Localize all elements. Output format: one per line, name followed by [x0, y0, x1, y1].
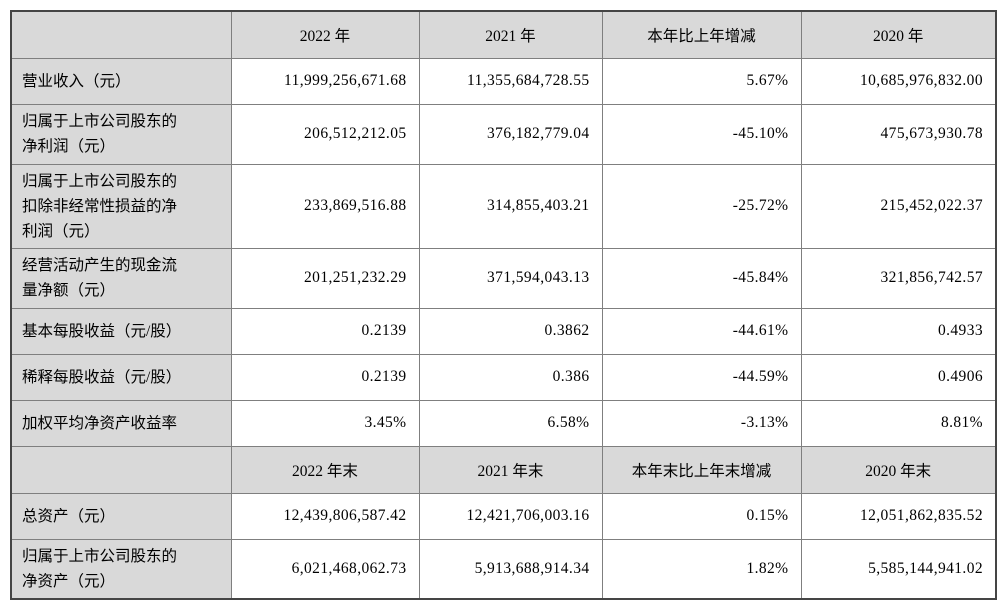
- value-cell: 321,856,742.57: [800, 247, 997, 309]
- row-label-cell: 加权平均净资产收益率: [10, 399, 232, 447]
- column-header-cell: 2022 年: [230, 10, 420, 59]
- value-cell: 11,999,256,671.68: [230, 57, 420, 105]
- row-label-cell: 总资产（元）: [10, 492, 232, 540]
- value-cell: 0.2139: [230, 307, 420, 355]
- column-header-cell: 2022 年末: [230, 445, 420, 494]
- column-header-cell: 本年比上年增减: [601, 10, 802, 59]
- value-cell: 12,439,806,587.42: [230, 492, 420, 540]
- table-row: 归属于上市公司股东的 扣除非经常性损益的净 利润（元） 233,869,516.8…: [10, 163, 997, 249]
- value-cell: 5.67%: [601, 57, 802, 105]
- value-cell: 0.4906: [800, 353, 997, 401]
- value-cell: 1.82%: [601, 538, 802, 600]
- table-row: 稀释每股收益（元/股） 0.2139 0.386 -44.59% 0.4906: [10, 353, 997, 401]
- financial-summary-body: 2022 年 2021 年本年比上年增减 2020 年营业收入（元） 11,999,2…: [10, 10, 997, 600]
- column-header-cell: 本年末比上年末增减: [601, 445, 802, 494]
- value-cell: 314,855,403.21: [418, 163, 603, 249]
- value-cell: 0.15%: [601, 492, 802, 540]
- value-cell: 376,182,779.04: [418, 103, 603, 165]
- value-cell: 215,452,022.37: [800, 163, 997, 249]
- table-row: 加权平均净资产收益率 3.45% 6.58% -3.13% 8.81%: [10, 399, 997, 447]
- table-row: 归属于上市公司股东的 净利润（元） 206,512,212.05 376,182,7…: [10, 103, 997, 165]
- value-cell: 12,051,862,835.52: [800, 492, 997, 540]
- row-label-cell: 归属于上市公司股东的 净资产（元）: [10, 538, 232, 600]
- value-cell: 6,021,468,062.73: [230, 538, 420, 600]
- table-row: 经营活动产生的现金流 量净额（元） 201,251,232.29 371,594,0…: [10, 247, 997, 309]
- value-cell: 12,421,706,003.16: [418, 492, 603, 540]
- value-cell: -25.72%: [601, 163, 802, 249]
- column-header-cell: 2021 年: [418, 10, 603, 59]
- value-cell: -3.13%: [601, 399, 802, 447]
- table-row: 总资产（元） 12,439,806,587.42 12,421,706,003.16…: [10, 492, 997, 540]
- row-label-cell: 归属于上市公司股东的 净利润（元）: [10, 103, 232, 165]
- value-cell: 371,594,043.13: [418, 247, 603, 309]
- corner-cell: [10, 10, 232, 59]
- row-label-cell: 经营活动产生的现金流 量净额（元）: [10, 247, 232, 309]
- value-cell: 0.386: [418, 353, 603, 401]
- value-cell: 475,673,930.78: [800, 103, 997, 165]
- column-header-cell: 2020 年: [800, 10, 997, 59]
- table-row: 归属于上市公司股东的 净资产（元） 6,021,468,062.73 5,913,6…: [10, 538, 997, 600]
- value-cell: -45.84%: [601, 247, 802, 309]
- row-label-cell: 归属于上市公司股东的 扣除非经常性损益的净 利润（元）: [10, 163, 232, 249]
- value-cell: 201,251,232.29: [230, 247, 420, 309]
- value-cell: 3.45%: [230, 399, 420, 447]
- value-cell: 0.2139: [230, 353, 420, 401]
- row-label-cell: 稀释每股收益（元/股）: [10, 353, 232, 401]
- value-cell: 206,512,212.05: [230, 103, 420, 165]
- section-header-row: 2022 年 2021 年本年比上年增减 2020 年: [10, 10, 997, 59]
- value-cell: 233,869,516.88: [230, 163, 420, 249]
- value-cell: 10,685,976,832.00: [800, 57, 997, 105]
- value-cell: 5,585,144,941.02: [800, 538, 997, 600]
- value-cell: 5,913,688,914.34: [418, 538, 603, 600]
- table-row: 营业收入（元） 11,999,256,671.68 11,355,684,728.5…: [10, 57, 997, 105]
- row-label-cell: 营业收入（元）: [10, 57, 232, 105]
- table-row: 基本每股收益（元/股） 0.2139 0.3862 -44.61% 0.4933: [10, 307, 997, 355]
- value-cell: 8.81%: [800, 399, 997, 447]
- value-cell: 11,355,684,728.55: [418, 57, 603, 105]
- section-header-row: 2022 年末 2021 年末 本年末比上年末增减 2020 年末: [10, 445, 997, 494]
- column-header-cell: 2021 年末: [418, 445, 603, 494]
- value-cell: -45.10%: [601, 103, 802, 165]
- value-cell: -44.61%: [601, 307, 802, 355]
- value-cell: 6.58%: [418, 399, 603, 447]
- corner-cell: [10, 445, 232, 494]
- value-cell: 0.3862: [418, 307, 603, 355]
- value-cell: -44.59%: [601, 353, 802, 401]
- column-header-cell: 2020 年末: [800, 445, 997, 494]
- financial-summary-table: 2022 年 2021 年本年比上年增减 2020 年营业收入（元） 11,999,2…: [10, 10, 997, 600]
- row-label-cell: 基本每股收益（元/股）: [10, 307, 232, 355]
- value-cell: 0.4933: [800, 307, 997, 355]
